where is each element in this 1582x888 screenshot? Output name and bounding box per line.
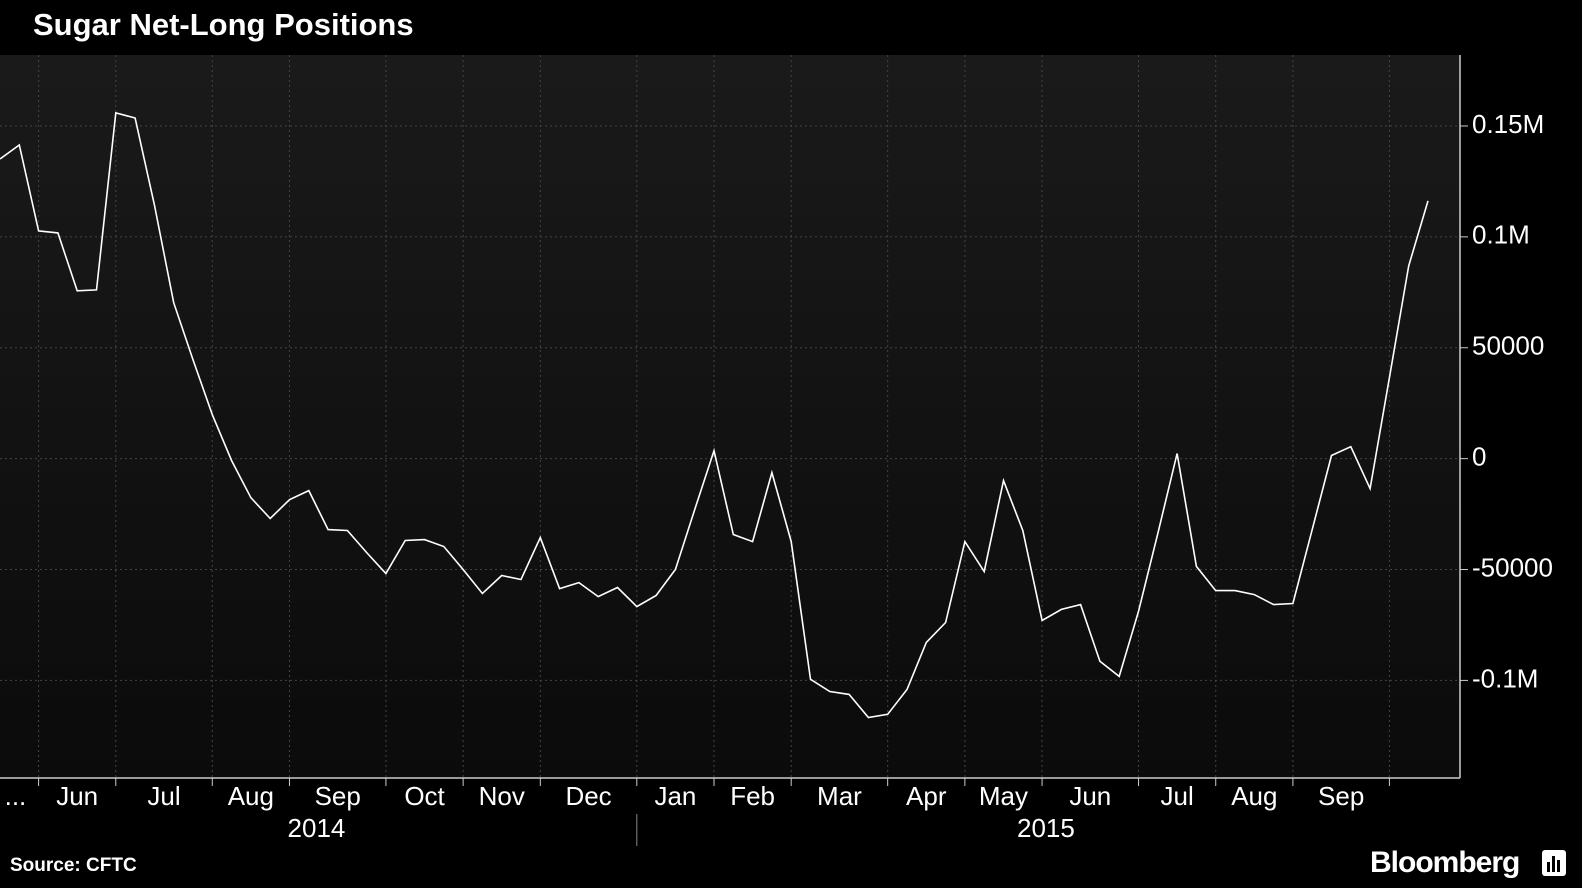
y-tick-label: -50000 <box>1472 552 1553 582</box>
x-tick-label: Jul <box>147 781 180 811</box>
brand-icon <box>1542 850 1566 876</box>
y-tick-label: 50000 <box>1472 331 1544 361</box>
year-label: 2015 <box>1017 813 1075 843</box>
year-label: 2014 <box>288 813 346 843</box>
x-tick-label: Jun <box>1069 781 1111 811</box>
y-tick-label: -0.1M <box>1472 663 1538 693</box>
x-tick-label: Aug <box>1231 781 1277 811</box>
x-tick-label: ... <box>5 781 27 811</box>
brand: Bloomberg <box>1370 846 1519 879</box>
y-tick-label: 0.15M <box>1472 109 1544 139</box>
x-tick-label: Mar <box>817 781 862 811</box>
x-tick-label: Jun <box>56 781 98 811</box>
source: Source: CFTC <box>10 855 137 876</box>
data-line <box>0 111 1429 719</box>
x-tick-label: Sep <box>1318 781 1364 811</box>
x-tick-label: Aug <box>228 781 274 811</box>
x-tick-label: Jan <box>654 781 696 811</box>
y-tick-label: 0.1M <box>1472 220 1530 250</box>
x-tick-label: Dec <box>565 781 611 811</box>
x-tick-label: Sep <box>315 781 361 811</box>
x-tick-label: Feb <box>730 781 775 811</box>
y-tick-label: 0 <box>1472 442 1486 472</box>
x-tick-label: Jul <box>1161 781 1194 811</box>
x-tick-label: Oct <box>404 781 445 811</box>
x-tick-label: Nov <box>479 781 525 811</box>
x-tick-label: May <box>979 781 1028 811</box>
plot-area <box>0 55 1460 778</box>
chart-title: Sugar Net-Long Positions <box>33 7 414 42</box>
x-tick-label: Apr <box>906 781 947 811</box>
